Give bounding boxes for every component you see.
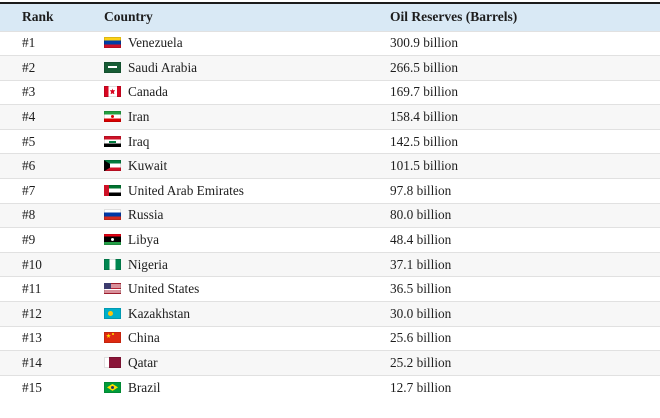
flag-nigeria-icon	[104, 258, 121, 270]
country-cell: Canada	[104, 79, 390, 105]
reserves-cell: 142.5 billion	[390, 128, 660, 154]
country-cell: China	[104, 325, 390, 351]
country-cell: United States	[104, 276, 390, 302]
table-row: #10 Nigeria 37.1 billion	[0, 251, 660, 277]
column-header-rank: Rank	[0, 3, 104, 31]
country-name: Iraq	[128, 133, 150, 149]
table-row: #5 Iraq 142.5 billion	[0, 128, 660, 154]
table-row: #12 Kazakhstan 30.0 billion	[0, 301, 660, 327]
reserves-cell: 101.5 billion	[390, 153, 660, 179]
rank-cell: #9	[0, 227, 104, 253]
reserves-cell: 25.6 billion	[390, 325, 660, 351]
rank-cell: #5	[0, 128, 104, 154]
flag-china-icon	[104, 332, 121, 344]
country-name: Libya	[128, 232, 160, 248]
table-row: #1 Venezuela 300.9 billion	[0, 30, 660, 56]
country-cell: Iran	[104, 104, 390, 130]
reserves-cell: 97.8 billion	[390, 178, 660, 204]
country-name: Canada	[128, 84, 168, 100]
country-name: Venezuela	[128, 35, 183, 51]
country-name: Iran	[128, 109, 150, 125]
reserves-cell: 25.2 billion	[390, 350, 660, 376]
country-cell: Saudi Arabia	[104, 55, 390, 81]
reserves-cell: 48.4 billion	[390, 227, 660, 253]
flag-canada-icon	[104, 86, 121, 98]
table-header-row: Rank Country Oil Reserves (Barrels)	[0, 3, 660, 31]
country-cell: Russia	[104, 202, 390, 228]
rank-cell: #15	[0, 374, 104, 400]
flag-iran-icon	[104, 111, 121, 123]
country-cell: Kuwait	[104, 153, 390, 179]
column-header-country: Country	[104, 3, 390, 31]
rank-cell: #14	[0, 350, 104, 376]
country-cell: United Arab Emirates	[104, 178, 390, 204]
table-row: #2 Saudi Arabia 266.5 billion	[0, 55, 660, 81]
table-row: #6 Kuwait 101.5 billion	[0, 153, 660, 179]
country-name: United States	[128, 281, 200, 297]
rank-cell: #4	[0, 104, 104, 130]
oil-reserves-table: Rank Country Oil Reserves (Barrels) #1 V…	[0, 2, 660, 400]
country-cell: Nigeria	[104, 251, 390, 277]
reserves-cell: 158.4 billion	[390, 104, 660, 130]
country-cell: Venezuela	[104, 30, 390, 56]
country-name: United Arab Emirates	[128, 182, 244, 198]
country-name: Saudi Arabia	[128, 59, 198, 75]
country-cell: Qatar	[104, 350, 390, 376]
flag-venezuela-icon	[104, 37, 121, 49]
country-name: Brazil	[128, 379, 161, 395]
table-row: #3 Canada 169.7 billion	[0, 79, 660, 105]
flag-iraq-icon	[104, 135, 121, 147]
flag-united-states-icon	[104, 283, 121, 295]
reserves-cell: 37.1 billion	[390, 251, 660, 277]
table-row: #11 United States 36.5 billion	[0, 276, 660, 302]
country-name: Russia	[128, 207, 164, 223]
reserves-cell: 169.7 billion	[390, 79, 660, 105]
table-body: #1 Venezuela 300.9 billion #2 Saudi Arab…	[0, 30, 660, 400]
rank-cell: #3	[0, 79, 104, 105]
country-name: Nigeria	[128, 256, 168, 272]
rank-cell: #1	[0, 30, 104, 56]
country-name: Kazakhstan	[128, 305, 191, 321]
rank-cell: #10	[0, 251, 104, 277]
rank-cell: #6	[0, 153, 104, 179]
table-row: #13 China 25.6 billion	[0, 325, 660, 351]
table-row: #4 Iran 158.4 billion	[0, 104, 660, 130]
flag-kuwait-icon	[104, 160, 121, 172]
table-row: #8 Russia 80.0 billion	[0, 202, 660, 228]
rank-cell: #2	[0, 55, 104, 81]
reserves-cell: 12.7 billion	[390, 374, 660, 400]
table-row: #14 Qatar 25.2 billion	[0, 350, 660, 376]
flag-united-arab-emirates-icon	[104, 184, 121, 196]
reserves-cell: 30.0 billion	[390, 301, 660, 327]
country-cell: Libya	[104, 227, 390, 253]
reserves-cell: 300.9 billion	[390, 30, 660, 56]
rank-cell: #8	[0, 202, 104, 228]
country-cell: Brazil	[104, 374, 390, 400]
country-name: Qatar	[128, 355, 158, 371]
reserves-cell: 80.0 billion	[390, 202, 660, 228]
table-row: #7 United Arab Emirates 97.8 billion	[0, 178, 660, 204]
flag-saudi-arabia-icon	[104, 61, 121, 73]
country-cell: Iraq	[104, 128, 390, 154]
country-cell: Kazakhstan	[104, 301, 390, 327]
reserves-cell: 266.5 billion	[390, 55, 660, 81]
country-name: Kuwait	[128, 158, 168, 174]
column-header-oil-reserves: Oil Reserves (Barrels)	[390, 3, 660, 31]
flag-qatar-icon	[104, 357, 121, 369]
rank-cell: #13	[0, 325, 104, 351]
table-row: #9 Libya 48.4 billion	[0, 227, 660, 253]
table-row: #15 Brazil 12.7 billion	[0, 374, 660, 400]
country-name: China	[128, 330, 160, 346]
rank-cell: #7	[0, 178, 104, 204]
flag-brazil-icon	[104, 381, 121, 393]
rank-cell: #11	[0, 276, 104, 302]
reserves-cell: 36.5 billion	[390, 276, 660, 302]
flag-libya-icon	[104, 234, 121, 246]
flag-russia-icon	[104, 209, 121, 221]
flag-kazakhstan-icon	[104, 307, 121, 319]
rank-cell: #12	[0, 301, 104, 327]
